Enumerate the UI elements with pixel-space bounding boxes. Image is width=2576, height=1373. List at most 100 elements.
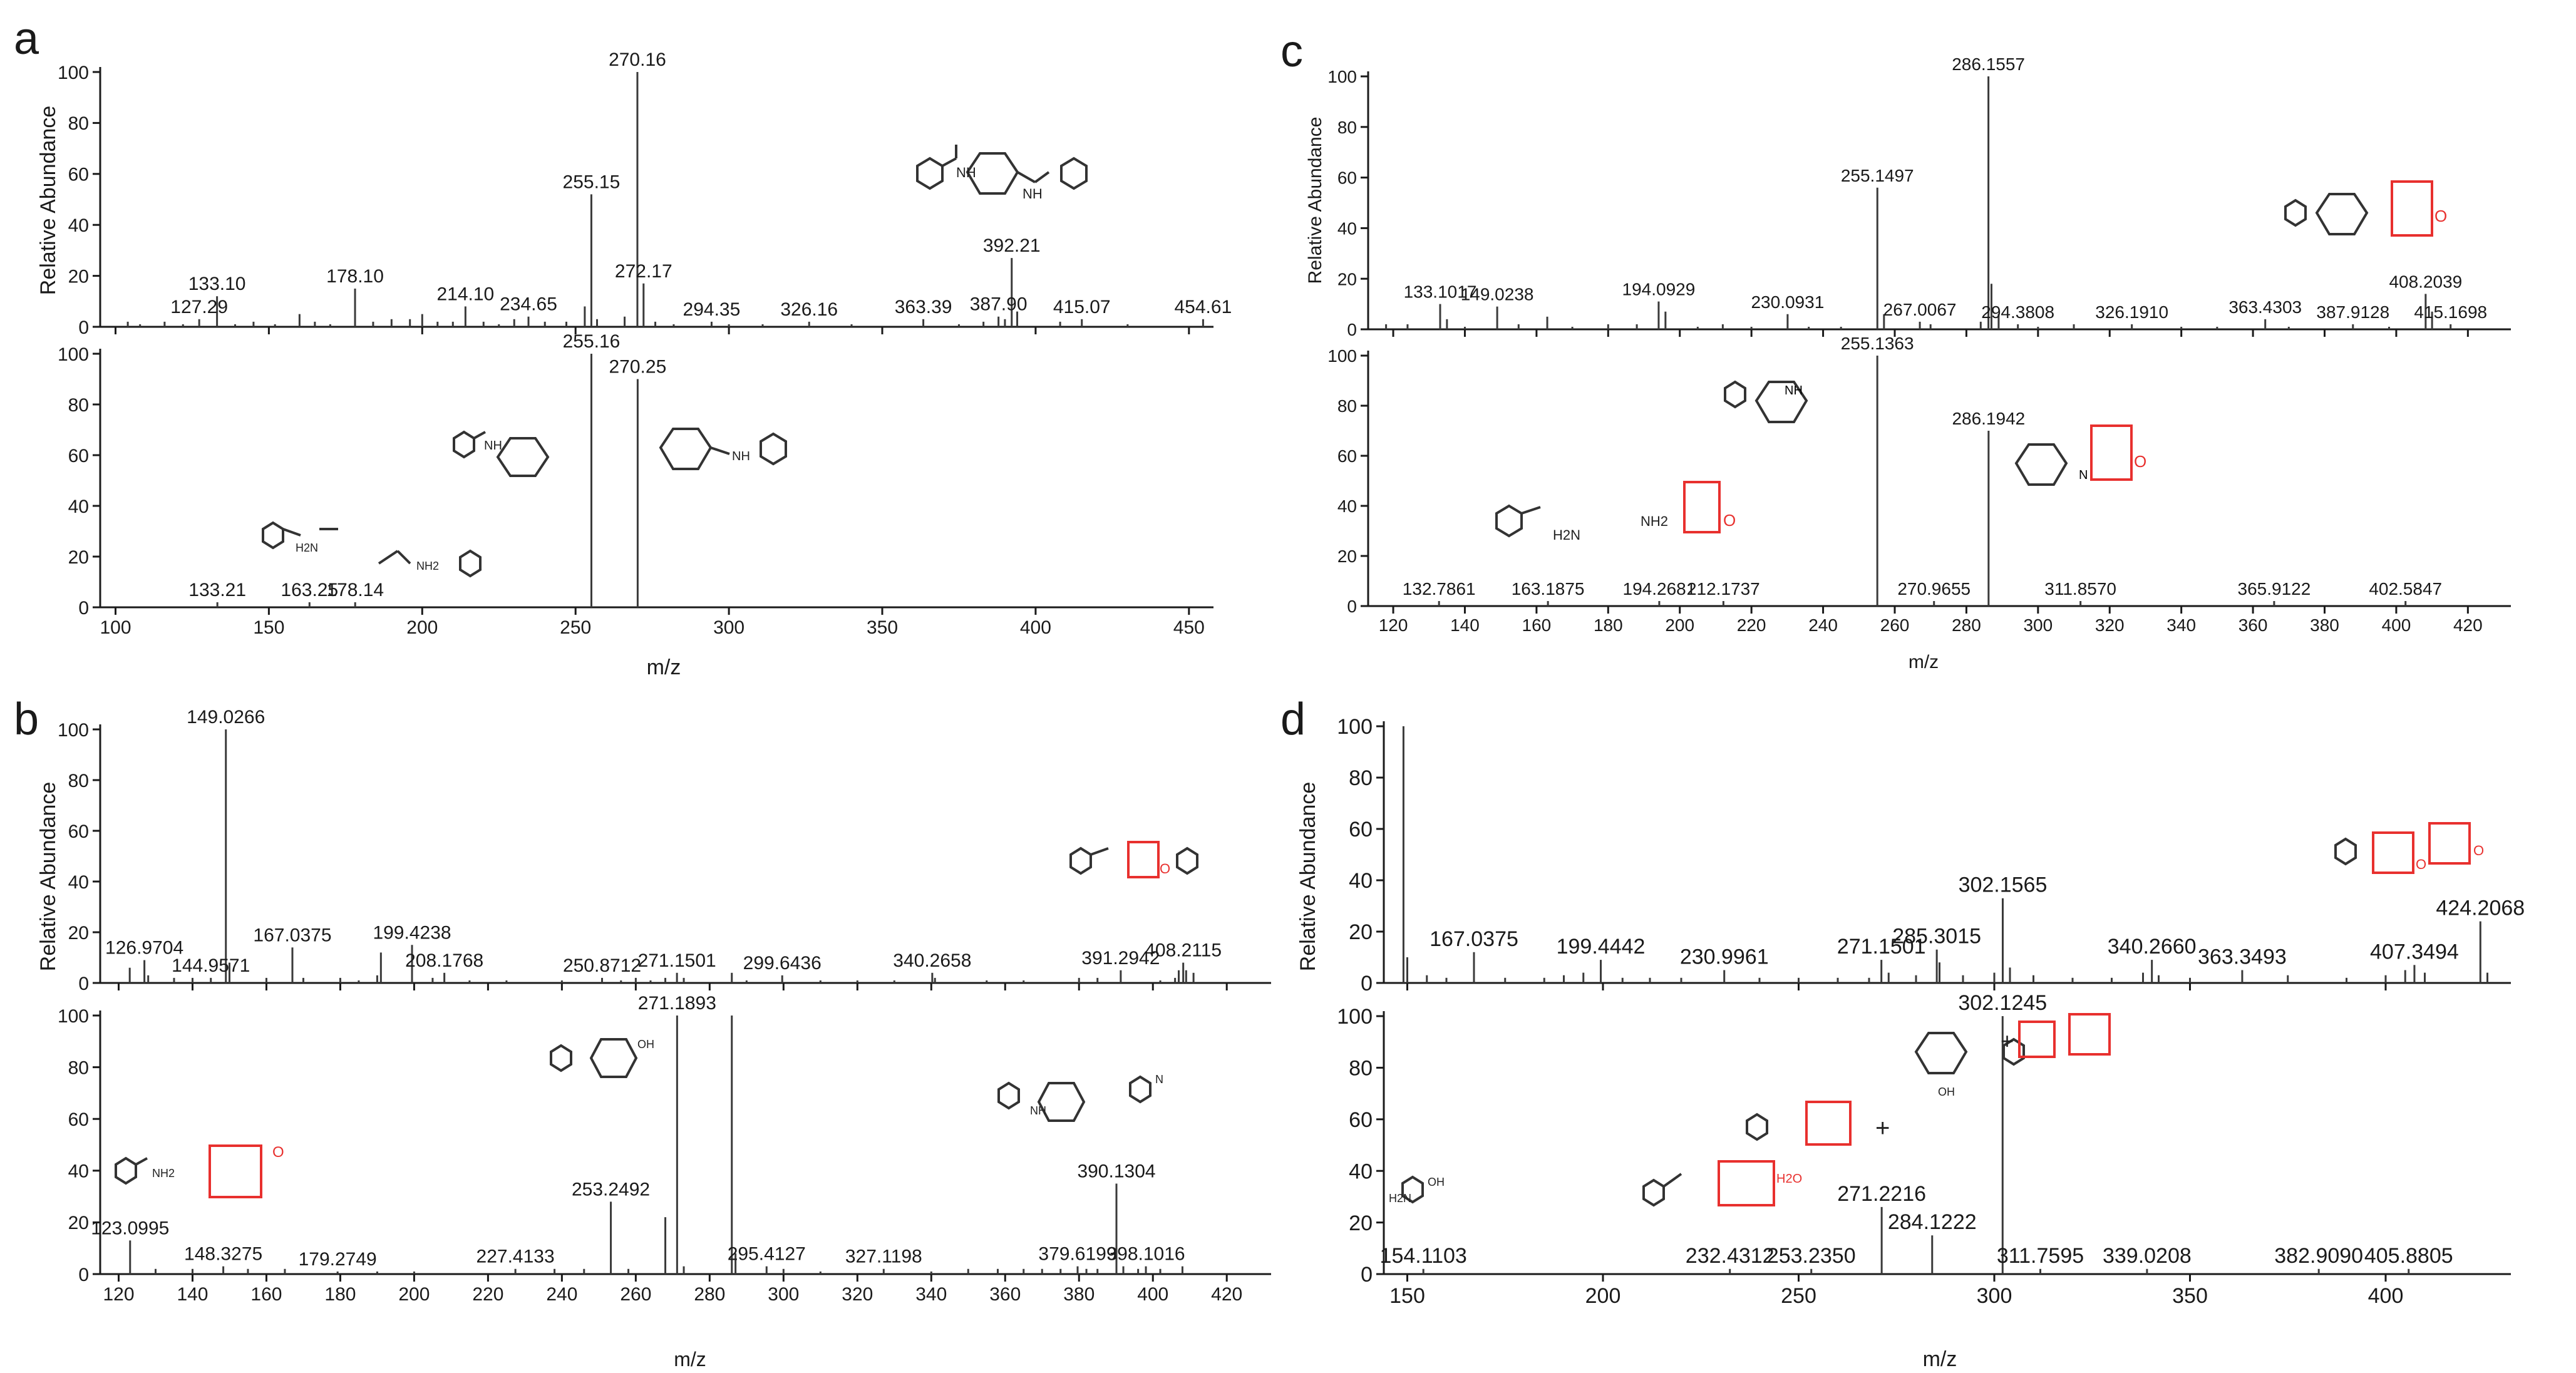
structure-a-fragment-4: NH2 [378, 549, 482, 578]
y-tick-label-c2: 20 [1337, 547, 1357, 566]
peak-label-c2: 402.5847 [2369, 579, 2442, 599]
y-tick-label-d2: 60 [1349, 1108, 1373, 1132]
peak-label-c1: 286.1557 [1952, 54, 2025, 74]
peak-label-c2: 286.1942 [1952, 409, 2025, 428]
x-tick-label-c: 340 [2166, 615, 2196, 635]
y-tick-label-a1: 60 [68, 165, 89, 185]
peak-label-b2: 253.2492 [572, 1179, 650, 1200]
struct-d-oh2: OH [1428, 1176, 1445, 1188]
y-tick-label-d2: 80 [1349, 1057, 1373, 1081]
peak-label-b1: 208.1768 [405, 950, 483, 971]
structure-c-fragment-3: O H2N NH2 [1495, 481, 1736, 543]
peak-label-c2: 365.9122 [2238, 579, 2311, 599]
peak-label-d2: 382.9090 [2274, 1244, 2363, 1268]
y-axis-title-d: Relative Abundance [1296, 782, 1320, 971]
y-tick-label-c1: 100 [1327, 67, 1357, 86]
x-tick-label-a: 200 [406, 617, 438, 638]
x-tick-label-b: 300 [768, 1284, 799, 1305]
x-tick-label-b: 360 [989, 1284, 1021, 1305]
y-tick-label-a2: 40 [68, 496, 89, 517]
structure-d-fragment-4: + [1746, 1101, 1890, 1146]
peak-label-b1: 149.0266 [187, 707, 265, 728]
struct-a-h2n: H2N [296, 542, 318, 554]
structure-b-fragment-4: NH N [997, 1073, 1163, 1122]
x-tick-label-d: 300 [1977, 1284, 2012, 1308]
y-tick-label-c2: 100 [1327, 346, 1357, 366]
peak-label-a1: 294.35 [683, 299, 741, 320]
peak-label-a2: 133.21 [188, 580, 246, 600]
peak-label-a1: 178.10 [326, 266, 384, 287]
y-tick-label-a1: 20 [68, 266, 89, 287]
x-tick-label-b: 120 [103, 1284, 134, 1305]
x-tick-label-a: 400 [1020, 617, 1051, 638]
structure-b-fragment-3: O [209, 1144, 284, 1198]
peak-label-d2: 271.2216 [1837, 1182, 1926, 1206]
structure-d-fragment-3: H2N OH [1389, 1175, 1445, 1205]
y-tick-label-b2: 80 [68, 1057, 89, 1078]
struct-a-nh3: NH [484, 439, 502, 453]
y-tick-label-a1: 0 [78, 317, 89, 338]
struct-d-plus1: + [1875, 1114, 1890, 1142]
peak-label-a1: 214.10 [436, 284, 494, 304]
peak-label-b2: 379.6199 [1038, 1244, 1116, 1265]
peak-label-d1: 363.3493 [2198, 945, 2287, 969]
struct-b-n: N [1155, 1073, 1163, 1086]
struct-a-nh2: NH [1023, 186, 1043, 202]
peak-label-d2: 284.1222 [1888, 1210, 1977, 1234]
structure-a-fragment-1: NH [453, 430, 550, 477]
structure-c-parent: O [2284, 180, 2447, 237]
y-tick-label-c1: 80 [1337, 118, 1357, 137]
y-tick-label-b1: 100 [58, 720, 89, 741]
x-tick-label-c: 160 [1522, 615, 1552, 635]
y-tick-label-b2: 20 [68, 1213, 89, 1233]
peak-label-d1: 271.1501 [1837, 935, 1926, 959]
y-tick-label-d1: 20 [1349, 920, 1373, 944]
x-tick-label-c: 380 [2310, 615, 2339, 635]
peak-label-a1: 387.90 [970, 294, 1028, 315]
peak-label-a1: 127.29 [170, 297, 228, 317]
peak-label-c2: 255.1363 [1841, 334, 1914, 353]
peak-label-b1: 299.6436 [743, 953, 822, 974]
peak-label-c1: 326.1910 [2095, 302, 2168, 322]
structure-b-parent: O [1069, 841, 1198, 878]
peak-label-c2: 163.1875 [1512, 579, 1585, 599]
x-tick-label-c: 420 [2453, 615, 2483, 635]
structure-d-fragment-5: + [2001, 1013, 2111, 1058]
x-tick-label-b: 340 [915, 1284, 947, 1305]
x-tick-label-c: 140 [1450, 615, 1480, 635]
peak-label-c1: 294.3808 [1981, 302, 2054, 322]
y-tick-label-b1: 20 [68, 923, 89, 944]
x-tick-label-b: 420 [1211, 1284, 1242, 1305]
structure-c-fragment-1 [1724, 380, 1808, 423]
peak-label-c2: 194.2681 [1623, 579, 1696, 599]
peak-label-a1: 133.10 [188, 274, 246, 294]
y-tick-label-d1: 80 [1349, 766, 1373, 790]
struct-d-h2n: H2N [1389, 1192, 1411, 1205]
x-tick-label-b: 380 [1063, 1284, 1095, 1305]
x-axis-title-d: m/z [1923, 1347, 1957, 1371]
y-tick-label-b1: 0 [78, 974, 89, 994]
x-tick-label-a: 350 [867, 617, 898, 638]
peak-label-b2: 148.3275 [184, 1244, 262, 1265]
y-tick-label-d1: 0 [1361, 972, 1373, 995]
peak-label-b2: 227.4133 [477, 1247, 555, 1267]
y-tick-label-a2: 100 [58, 344, 89, 365]
spectra-plots: 0 20 40 60 80 100 127.29 133.10 178.10 214.10 234.… [58, 49, 2525, 1308]
x-tick-label-c: 280 [1952, 615, 1981, 635]
x-tick-label-b: 140 [177, 1284, 208, 1305]
peak-label-c1: 415.1698 [2414, 302, 2487, 322]
struct-c-nh2: NH2 [1641, 513, 1668, 529]
struct-c-h2n: H2N [1553, 527, 1580, 543]
peak-label-c1: 230.0931 [1751, 292, 1824, 312]
x-tick-label-b: 220 [472, 1284, 503, 1305]
struct-d-oh1: OH [1938, 1086, 1955, 1098]
peak-label-d1: 285.3015 [1892, 925, 1981, 949]
x-tick-label-a: 300 [713, 617, 744, 638]
y-axis-title-b: Relative Abundance [36, 782, 60, 971]
y-tick-label-b2: 60 [68, 1109, 89, 1130]
y-tick-label-c2: 40 [1337, 496, 1357, 516]
struct-c-o2: O [2134, 452, 2146, 471]
y-tick-label-c1: 60 [1337, 168, 1357, 188]
y-tick-label-b1: 60 [68, 821, 89, 842]
peak-label-a2: 255.16 [563, 331, 621, 352]
